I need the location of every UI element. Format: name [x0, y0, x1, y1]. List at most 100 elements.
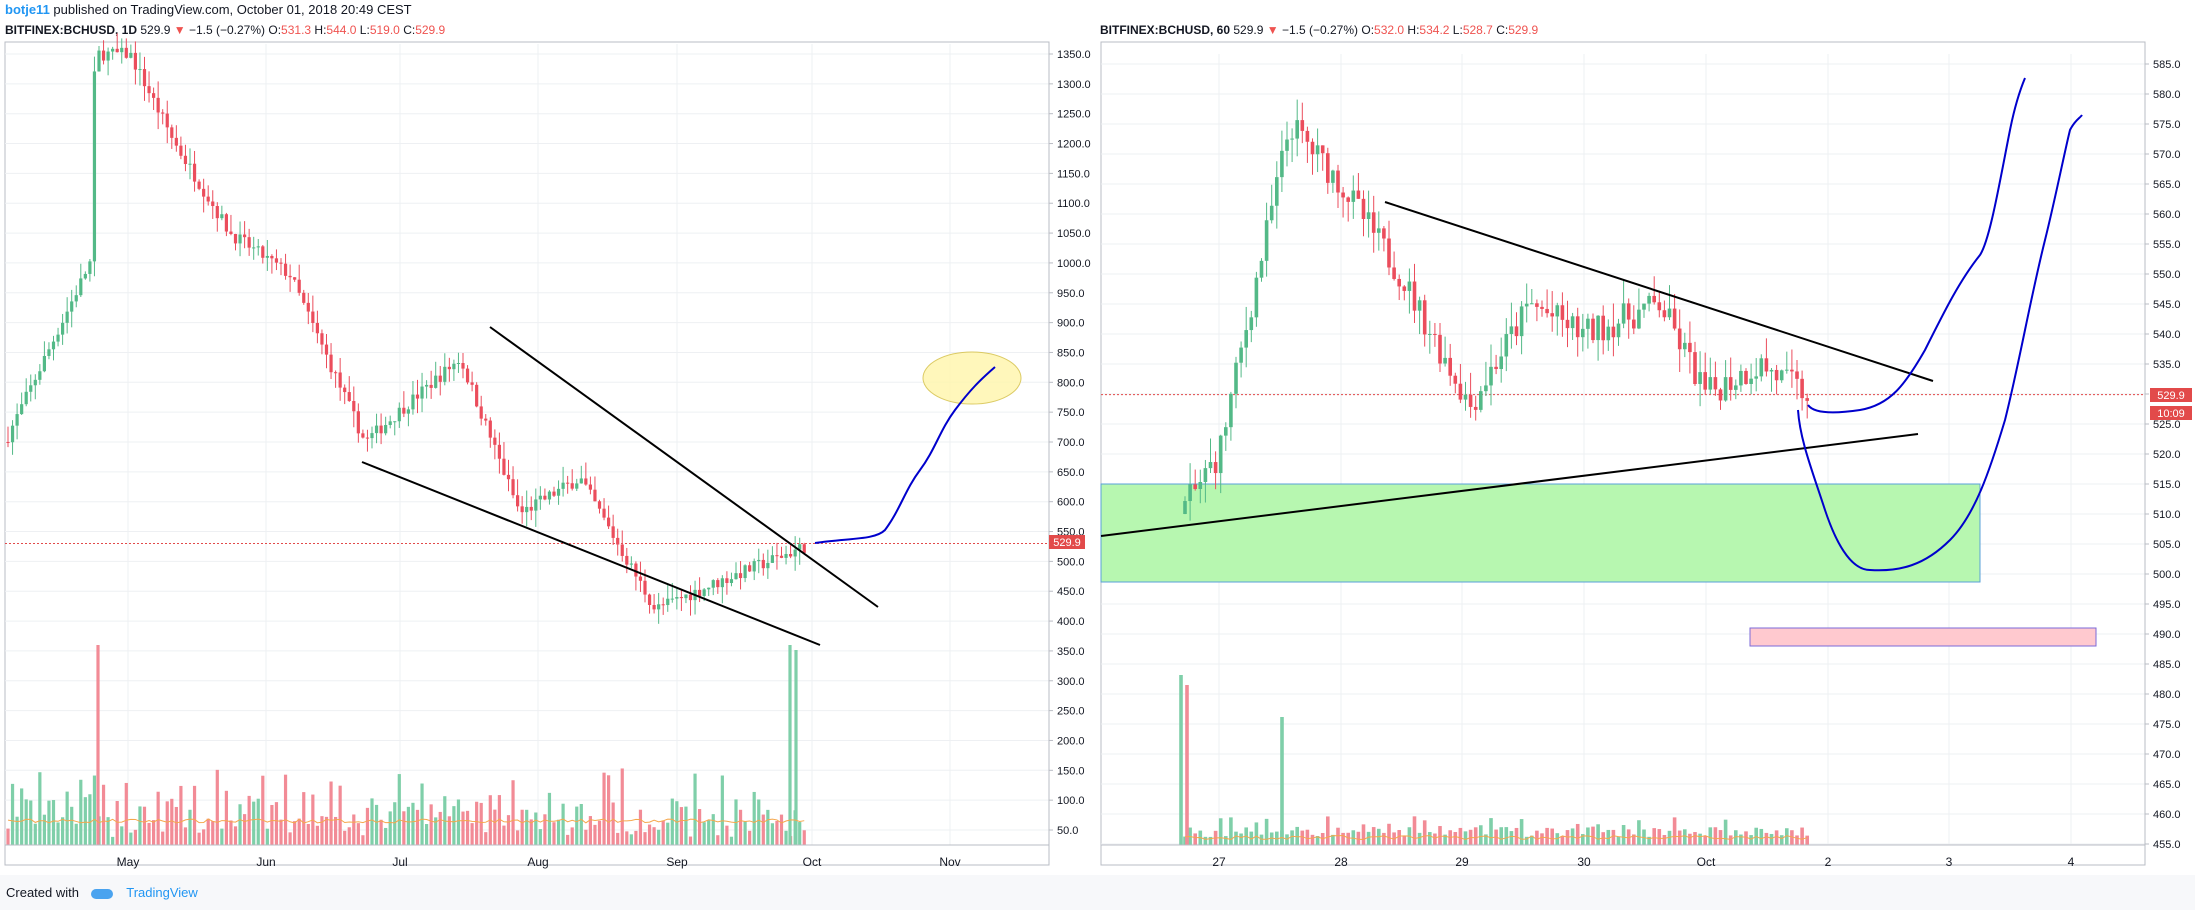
right-candle-body [1524, 303, 1529, 307]
right-volume-bar [1356, 831, 1361, 845]
left-volume-bar [729, 836, 734, 845]
left-volume-bar [70, 806, 74, 845]
right-triangle-upper-line[interactable] [1384, 201, 1934, 382]
right-y-tick-label: 505.0 [2153, 539, 2181, 551]
right-target-zone[interactable] [1749, 627, 2097, 647]
left-volume-bar [575, 806, 579, 845]
right-candle-body [1596, 315, 1600, 341]
right-candle-body [1693, 352, 1697, 385]
left-target-ellipse[interactable] [922, 351, 1022, 405]
right-chart-panel[interactable]: 585.0 580.0 575.0 570.0 565.0 560.0 555.0 550.0… [1100, 41, 2192, 869]
left-volume-bar [429, 804, 433, 845]
left-y-tick-label: 600.0 [1057, 497, 1085, 509]
right-candle-body [1764, 358, 1769, 372]
right-price-scale[interactable]: 585.0 580.0 575.0 570.0 565.0 560.0 555.0 550.0… [2145, 59, 2181, 851]
left-candle-body [256, 246, 260, 248]
left-candle-body [56, 334, 60, 342]
created-with-text: Created with [6, 885, 79, 900]
right-y-tick-label: 575.0 [2153, 119, 2181, 131]
right-candle-body [1264, 220, 1269, 261]
left-plot-area[interactable] [4, 41, 1050, 866]
right-volume-bar [1479, 825, 1483, 845]
left-chart-panel[interactable]: 1350.0 1300.0 1250.0 1200.0 1150.0 1100.0 1050… [4, 33, 1091, 869]
left-volume-bar [115, 800, 119, 845]
right-drawings[interactable] [1100, 77, 2083, 572]
left-open: 531.3 [281, 23, 312, 37]
left-symbol[interactable]: BITFINEX:BCHUSD, 1D [5, 23, 138, 37]
right-price-badge: 529.9 10:09 [2150, 388, 2192, 420]
tradingview-link[interactable]: TradingView [126, 885, 198, 900]
right-x-tick-label: 3 [1946, 855, 1953, 869]
left-candle-body [315, 322, 319, 334]
charts-canvas[interactable]: 1350.0 1300.0 1250.0 1200.0 1150.0 1100.0 1050… [0, 0, 2195, 875]
author-link[interactable]: botje11 [5, 2, 50, 17]
left-candle-body [183, 155, 188, 165]
left-candle-body [707, 587, 711, 590]
left-candle-body [197, 181, 201, 189]
left-volume-bar [265, 828, 269, 845]
left-y-tick-label: 1350.0 [1057, 49, 1091, 61]
right-countdown-badge-text: 10:09 [2157, 408, 2185, 420]
left-volume-bar [88, 794, 92, 845]
left-time-scale[interactable]: May Jun Jul Aug Sep Oct Nov [117, 855, 961, 869]
left-candle-body [575, 483, 579, 489]
right-projection-path-short[interactable] [1807, 77, 2026, 414]
left-volume-bar [320, 816, 324, 845]
right-volume-bar [1458, 827, 1463, 845]
left-candle-body [775, 555, 779, 557]
right-volume-bar [1575, 823, 1580, 845]
left-candle-body [88, 261, 92, 274]
left-candle-body [106, 51, 110, 61]
right-candle-body [1662, 310, 1667, 318]
left-volume-bar [420, 783, 424, 845]
left-volume-bar [161, 831, 165, 845]
left-candle-body [338, 372, 342, 388]
left-candle-body [70, 301, 74, 312]
left-wedge-upper-line[interactable] [489, 326, 879, 608]
left-wedge-lower-line[interactable] [361, 461, 821, 646]
right-support-zone[interactable] [1100, 483, 1981, 583]
down-arrow-icon: ▼ [1266, 23, 1279, 37]
left-y-tick-label: 150.0 [1057, 765, 1085, 777]
left-volume-bar [748, 830, 752, 845]
right-time-scale[interactable]: 27 28 29 30 Oct 2 3 4 [1212, 855, 2074, 869]
right-candle-body [1642, 303, 1646, 310]
left-volume-bar [92, 775, 97, 845]
left-candles [6, 33, 806, 624]
right-volume-bar [1484, 834, 1488, 845]
left-volume-bar [470, 823, 474, 845]
left-candle-body [142, 69, 147, 87]
left-candle-body [752, 561, 756, 572]
right-volume-bar [1234, 831, 1238, 845]
right-y-tick-label: 500.0 [2153, 569, 2181, 581]
right-y-tick-label: 495.0 [2153, 599, 2181, 611]
right-volume-bar [1601, 832, 1605, 845]
right-volume-bar [1183, 836, 1187, 845]
left-volume-bar [388, 811, 392, 845]
right-volume-bar [1769, 833, 1774, 845]
left-volume-bar [679, 807, 683, 845]
right-symbol[interactable]: BITFINEX:BCHUSD, 60 [1100, 23, 1231, 37]
right-volume-bar [1280, 717, 1284, 845]
right-x-tick-label: 28 [1334, 855, 1348, 869]
left-volume-bar [192, 785, 197, 845]
right-candle-body [1779, 370, 1784, 381]
left-volume-bar [329, 781, 333, 845]
left-volume-bar [15, 816, 19, 845]
right-volume-bar [1790, 830, 1794, 845]
right-triangle-lower-line[interactable] [1100, 433, 1919, 537]
left-drawings[interactable] [361, 326, 1022, 646]
right-y-tick-label: 570.0 [2153, 149, 2181, 161]
left-projection-path[interactable] [814, 366, 996, 544]
left-price-scale[interactable]: 1350.0 1300.0 1250.0 1200.0 1150.0 1100.0 1050… [1049, 49, 1091, 837]
right-projection-path-long[interactable] [1797, 114, 2083, 572]
left-candle-body [15, 414, 19, 426]
right-change: −1.5 (−0.27%) [1281, 23, 1359, 37]
right-candle-body [1790, 369, 1794, 372]
right-volume-bar [1795, 835, 1799, 845]
left-candle-body [65, 311, 69, 323]
left-candle-body [10, 425, 15, 443]
right-volume-bar [1300, 830, 1305, 845]
right-candle-body [1581, 328, 1585, 338]
right-candle-body [1473, 406, 1478, 410]
